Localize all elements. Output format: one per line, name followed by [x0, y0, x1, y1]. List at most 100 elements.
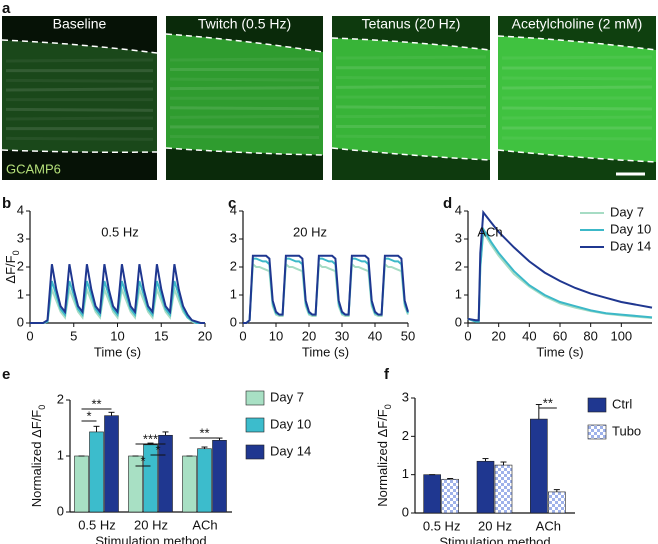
legend-label: Day 14	[610, 238, 651, 253]
legend-swatch	[245, 417, 265, 433]
fiber-streak	[169, 114, 320, 119]
error-bar	[535, 404, 542, 420]
error-bar	[447, 478, 454, 480]
y-tick-label: 2	[230, 258, 237, 273]
fiber-streak	[5, 107, 154, 112]
bar	[494, 464, 513, 514]
x-tick-label: 20 Hz	[478, 518, 512, 533]
y-axis-label-sub: 0	[11, 250, 21, 255]
significance-label: *	[155, 442, 160, 457]
fiber-streak	[335, 84, 487, 89]
x-tick-label: 0.5 Hz	[423, 518, 461, 533]
y-tick-label: 4	[455, 202, 462, 217]
y-tick-label: 3	[402, 389, 409, 404]
fiber-streak	[169, 134, 320, 139]
muscle-band	[2, 40, 157, 153]
fiber-streak	[501, 76, 653, 81]
legend-label: Day 10	[610, 221, 651, 236]
y-tick-label: 1	[402, 466, 409, 481]
y-tick-label: 1	[230, 286, 237, 301]
stain-label: GCAMP6	[6, 161, 61, 176]
legend-label: Ctrl	[612, 396, 632, 411]
x-tick-label: 20	[302, 328, 316, 343]
fiber-streak	[169, 77, 320, 82]
muscle-band	[332, 38, 490, 160]
x-tick-label: 0	[464, 328, 471, 343]
x-tick-label: 10	[110, 328, 124, 343]
legend-label: Tubo	[612, 423, 641, 438]
image-title: Tetanus (20 Hz)	[362, 16, 461, 32]
series-line	[30, 264, 205, 324]
y-axis-label-sub: 0	[37, 405, 47, 410]
muscle-band	[166, 34, 323, 155]
x-tick-label: 50	[401, 328, 415, 343]
bar	[89, 431, 104, 513]
x-axis-label: Time (s)	[302, 344, 349, 359]
y-tick-label: 3	[230, 230, 237, 245]
bar	[441, 478, 459, 514]
series-line	[243, 254, 409, 324]
fiber-streak	[335, 114, 487, 119]
x-tick-label: 0	[26, 328, 33, 343]
series-line	[30, 285, 205, 324]
bar	[212, 440, 227, 513]
y-axis-label-main: Normalized ΔF/F	[375, 409, 390, 507]
significance-label: *	[86, 408, 91, 423]
y-tick-label: 2	[57, 391, 64, 406]
fiber-streak	[501, 55, 653, 60]
x-axis-label: Stimulation method	[439, 534, 550, 544]
x-tick-label: ACh	[536, 518, 561, 533]
panel-letter: c	[228, 195, 236, 212]
y-axis-label-main: ΔF/F	[3, 255, 18, 283]
x-tick-label: 0.5 Hz	[78, 517, 116, 532]
panel-letter: e	[2, 366, 10, 383]
x-tick-label: 20 Hz	[134, 517, 168, 532]
y-tick-label: 3	[455, 230, 462, 245]
legend-label: Day 7	[610, 204, 644, 219]
x-tick-label: 30	[335, 328, 349, 343]
legend-label: Day 7	[270, 389, 304, 404]
annotation: 0.5 Hz	[101, 224, 139, 239]
fiber-streak	[335, 76, 487, 81]
bar	[548, 491, 566, 514]
micrograph: Acetylcholine (2 mM)	[497, 16, 657, 180]
x-tick-label: 100	[610, 328, 632, 343]
bar	[530, 418, 548, 514]
boundary-dash	[497, 35, 657, 51]
fiber-streak	[169, 86, 320, 91]
y-axis-label: Normalized ΔF/F0	[375, 404, 393, 507]
boundary-dash	[497, 149, 657, 163]
muscle-band	[498, 36, 656, 162]
series-line	[467, 209, 653, 322]
bar	[104, 415, 119, 513]
micrograph: Tetanus (20 Hz)	[331, 16, 491, 180]
y-tick-label: 1	[57, 447, 64, 462]
y-tick-label: 0	[402, 504, 409, 519]
y-tick-label: 0	[17, 314, 24, 329]
error-bar	[553, 489, 560, 492]
x-tick-label: 10	[269, 328, 283, 343]
micrograph: Twitch (0.5 Hz)	[165, 16, 324, 180]
y-tick-label: 1	[455, 286, 462, 301]
y-tick-label: 2	[402, 428, 409, 443]
x-tick-label: 20	[491, 328, 505, 343]
x-tick-label: 40	[368, 328, 382, 343]
x-axis-label: Stimulation method	[95, 533, 206, 544]
fiber-streak	[501, 136, 653, 141]
x-tick-label: 40	[522, 328, 536, 343]
y-tick-label: 3	[17, 230, 24, 245]
bar	[476, 460, 495, 514]
x-tick-label: 60	[553, 328, 567, 343]
bar	[423, 474, 441, 514]
significance-label: **	[199, 425, 209, 440]
x-axis-label: Time (s)	[536, 344, 583, 359]
significance-label: **	[91, 396, 101, 411]
y-axis-label: Normalized ΔF/F0	[29, 405, 47, 508]
fiber-streak	[501, 106, 653, 111]
fiber-streak	[5, 116, 154, 121]
error-bar	[93, 425, 100, 432]
fiber-streak	[169, 57, 320, 62]
x-tick-label: 15	[154, 328, 168, 343]
significance-label: *	[140, 453, 145, 468]
